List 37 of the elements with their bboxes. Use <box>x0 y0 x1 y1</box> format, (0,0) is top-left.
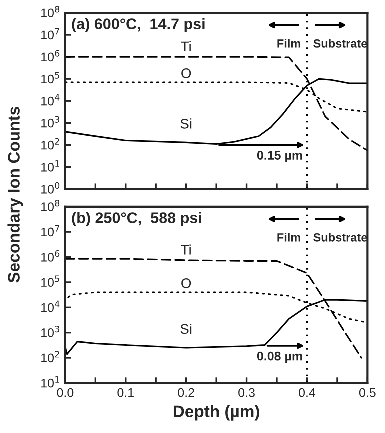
y-tick-label: 10$^{4}$ <box>42 94 60 106</box>
y-tick-label: 10$^{4}$ <box>42 300 60 312</box>
series-label: Si <box>180 118 192 129</box>
x-tick-label: 0.4 <box>299 388 316 398</box>
y-tick-label: 10$^{5}$ <box>42 72 60 84</box>
chart-title: (b) 250°C, 588 psi <box>72 212 202 226</box>
y-tick-label: 10$^{5}$ <box>42 276 60 288</box>
y-tick-label: 10$^{7}$ <box>42 225 60 237</box>
y-tick-label: 10$^{7}$ <box>42 28 60 40</box>
annotation: Film <box>278 39 300 48</box>
y-tick-label: 10$^{6}$ <box>42 50 60 62</box>
y-tick-label: 10$^{2}$ <box>42 351 60 363</box>
chart-title: (a) 600°C, 14.7 psi <box>72 18 205 33</box>
series-label: Si <box>180 324 192 334</box>
series-label: Ti <box>181 244 191 255</box>
y-tick-label: 10$^{3}$ <box>42 116 60 128</box>
y-tick-label: 10$^{1}$ <box>42 160 60 172</box>
x-tick-label: 0.5 <box>359 388 376 398</box>
series-label: O <box>182 68 192 78</box>
annotation: 0.15 µm <box>257 151 302 162</box>
x-tick-label: 0.0 <box>57 388 74 398</box>
series-label: O <box>182 278 192 288</box>
y-tick-label: 10$^{1}$ <box>42 376 60 388</box>
y-tick-label: 10$^{8}$ <box>42 6 60 18</box>
x-axis-title: Depth (µm) <box>174 405 260 421</box>
y-tick-label: 10$^{6}$ <box>42 250 60 262</box>
x-tick-label: 0.1 <box>118 388 134 398</box>
y-tick-label: 10$^{8}$ <box>42 200 60 212</box>
y-axis-title: Secondary Ion Counts <box>8 107 24 283</box>
x-tick-label: 0.2 <box>178 388 194 398</box>
y-tick-label: 10$^{0}$ <box>42 182 60 194</box>
x-tick-label: 0.3 <box>238 388 255 398</box>
annotation: Film <box>278 233 300 242</box>
series-label: Ti <box>181 41 191 52</box>
y-tick-label: 10$^{3}$ <box>42 326 60 338</box>
y-tick-label: 10$^{2}$ <box>42 138 60 150</box>
annotation: 0.08 µm <box>257 352 302 364</box>
